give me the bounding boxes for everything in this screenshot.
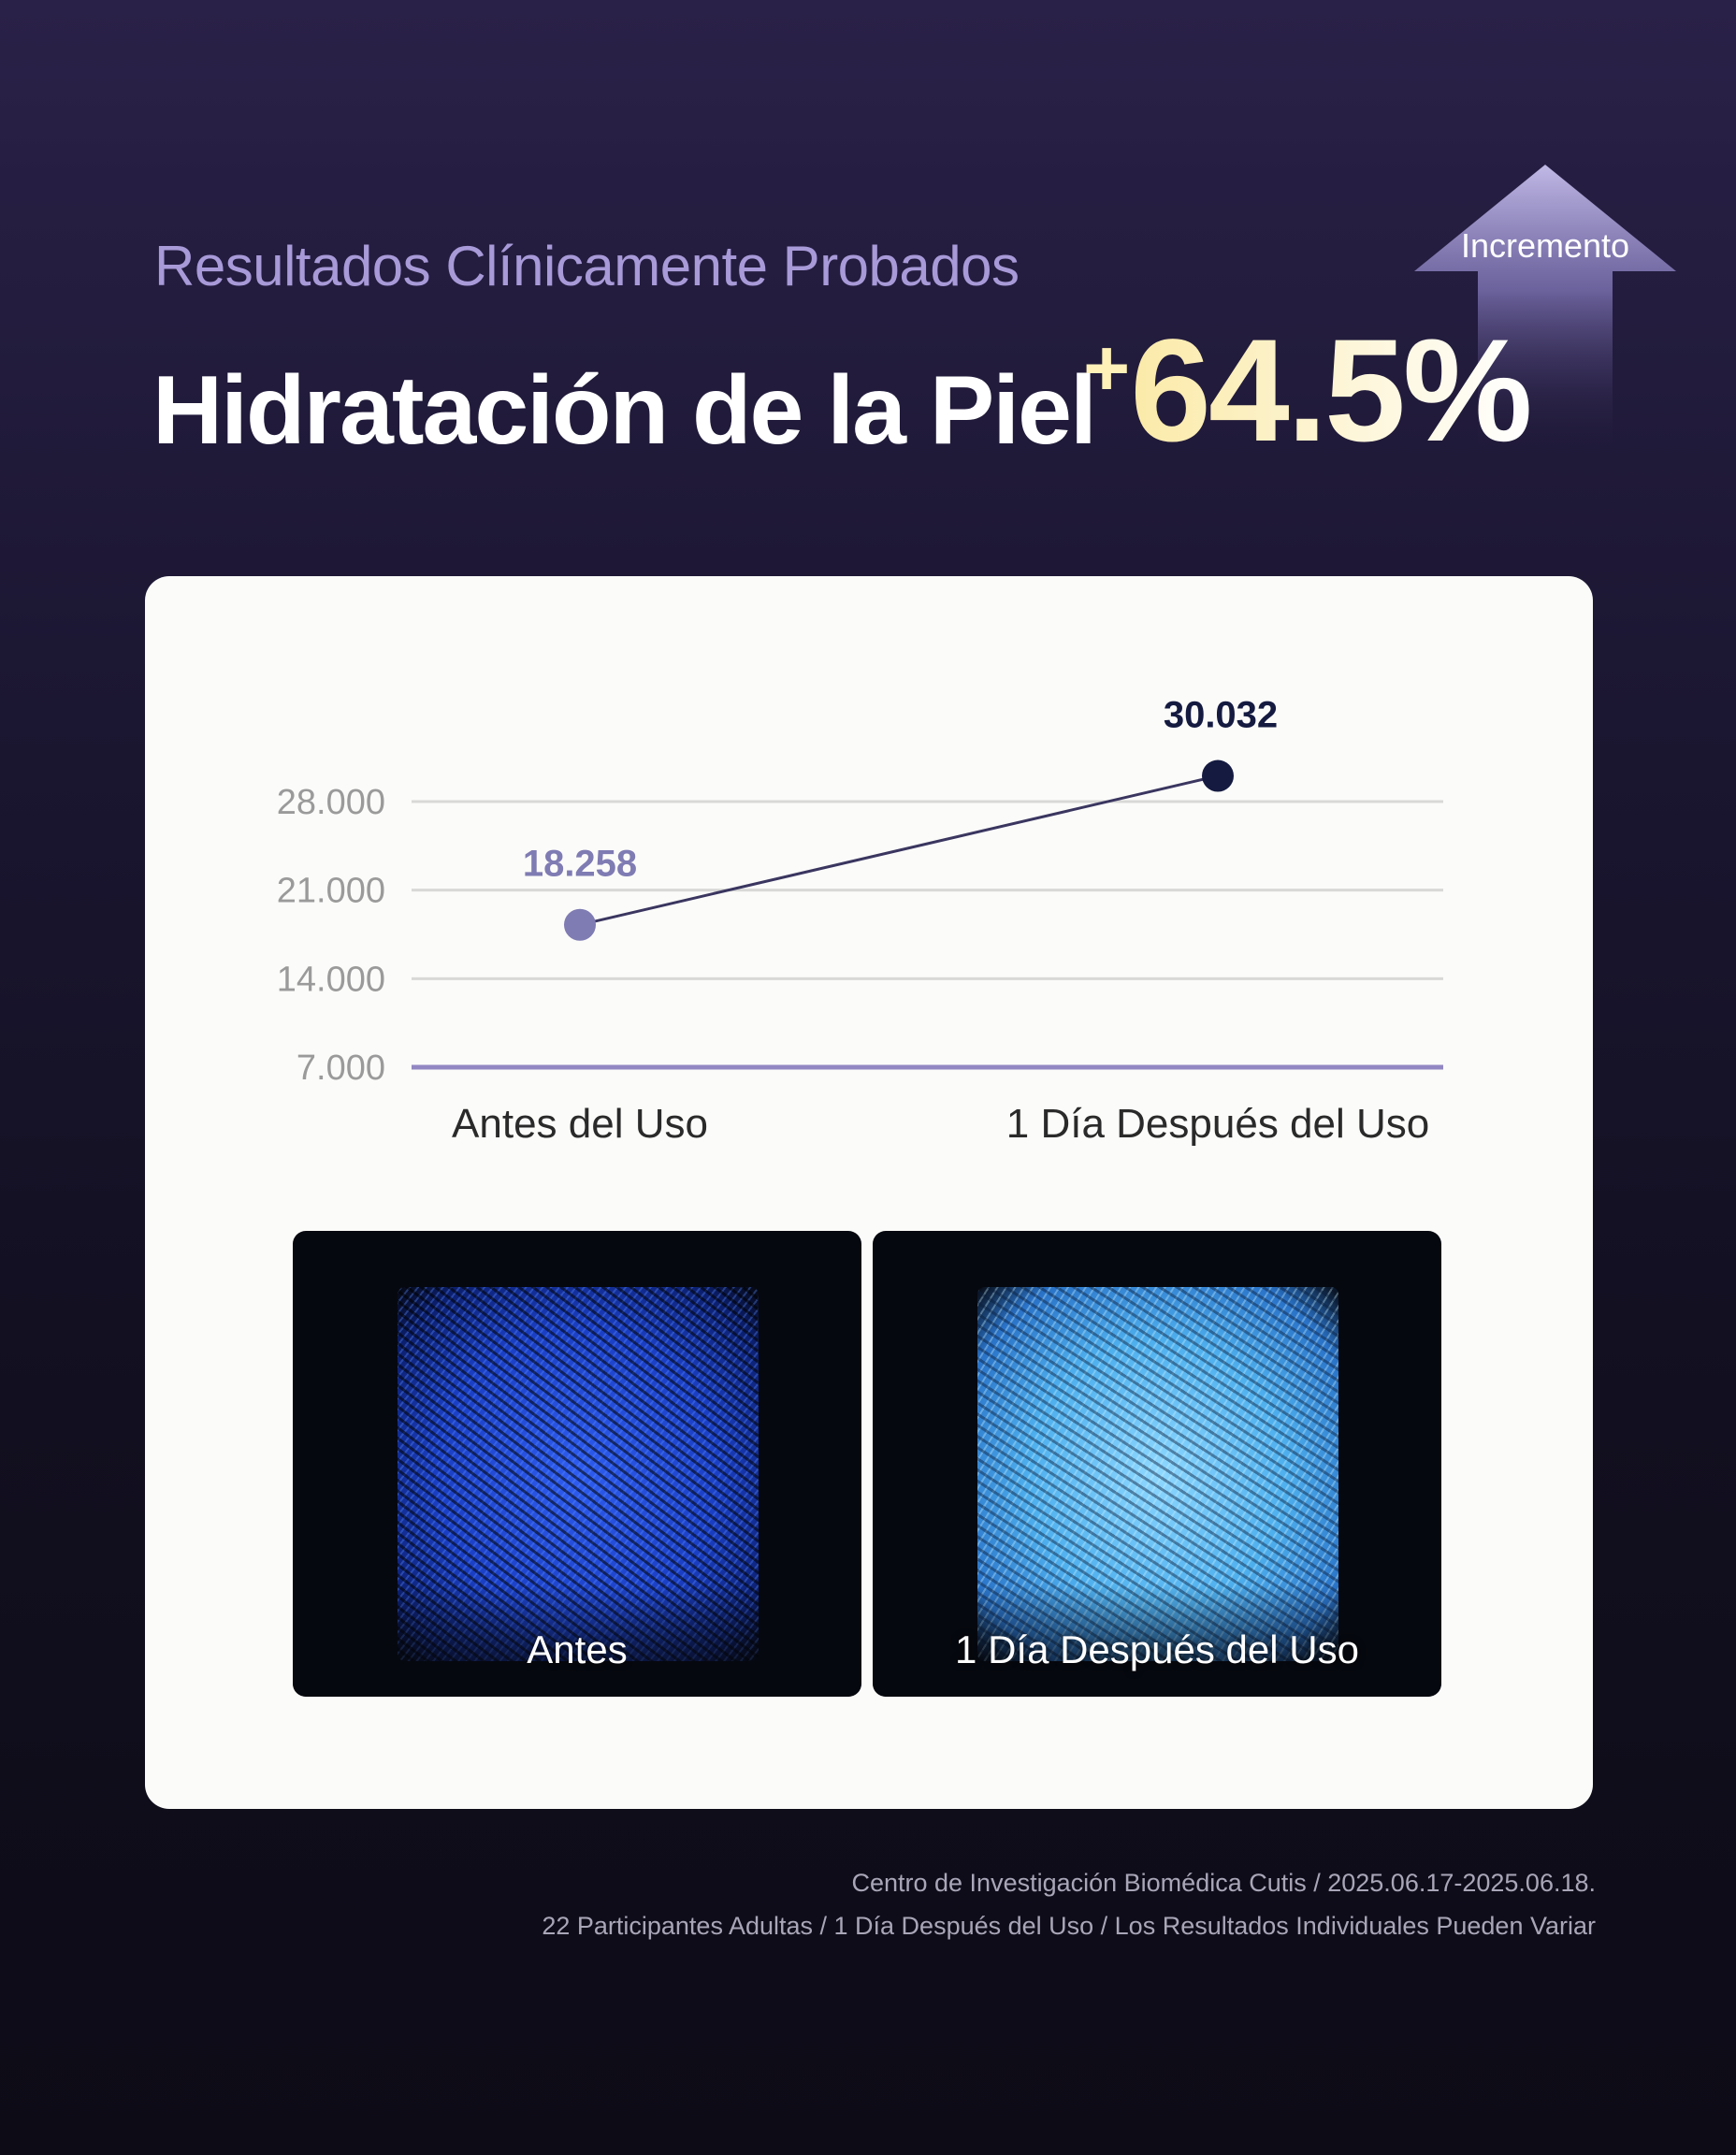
headline: Hidratación de la Piel xyxy=(152,356,1097,465)
x-category-label-0: Antes del Uso xyxy=(452,1101,708,1147)
hydration-line-chart: 7.000 14.000 21.000 28.000 18.258 30.032 Antes… xyxy=(277,695,1443,1147)
data-point-0 xyxy=(564,908,596,941)
increase-label: Incremento xyxy=(1460,226,1630,265)
data-label-0: 18.258 xyxy=(523,844,637,885)
data-point-1 xyxy=(1202,759,1234,792)
up-arrow-icon xyxy=(1414,165,1676,445)
increase-percentage: +64.5% xyxy=(1083,318,1533,464)
subtitle: Resultados Clínicamente Probados xyxy=(154,235,1020,297)
increase-plus: + xyxy=(1083,324,1131,413)
comparison-photos: Antes 1 Día Después del Uso xyxy=(293,1231,1443,1699)
photo-caption-after: 1 Día Después del Uso xyxy=(955,1627,1359,1671)
increase-arrow-icon: Incremento xyxy=(1414,165,1676,445)
y-tick-label-3: 28.000 xyxy=(277,783,385,822)
footnote-source: Centro de Investigación Biomédica Cutis … xyxy=(851,1869,1596,1897)
series-line xyxy=(579,774,1219,927)
photo-caption-before: Antes xyxy=(527,1627,628,1671)
y-tick-label-0: 7.000 xyxy=(297,1049,385,1088)
photo-after: 1 Día Después del Uso xyxy=(873,1231,1441,1697)
results-card: 7.000 14.000 21.000 28.000 18.258 30.032 Antes… xyxy=(145,576,1593,1809)
photo-before: Antes xyxy=(293,1231,861,1697)
increase-value: 64.5% xyxy=(1130,310,1532,472)
data-label-1: 30.032 xyxy=(1164,695,1278,736)
x-category-label-1: 1 Día Después del Uso xyxy=(1006,1101,1429,1147)
y-tick-label-1: 14.000 xyxy=(277,960,385,999)
y-tick-label-2: 21.000 xyxy=(277,872,385,911)
footnote-participants: 22 Participantes Adultas / 1 Día Después… xyxy=(542,1912,1596,1940)
